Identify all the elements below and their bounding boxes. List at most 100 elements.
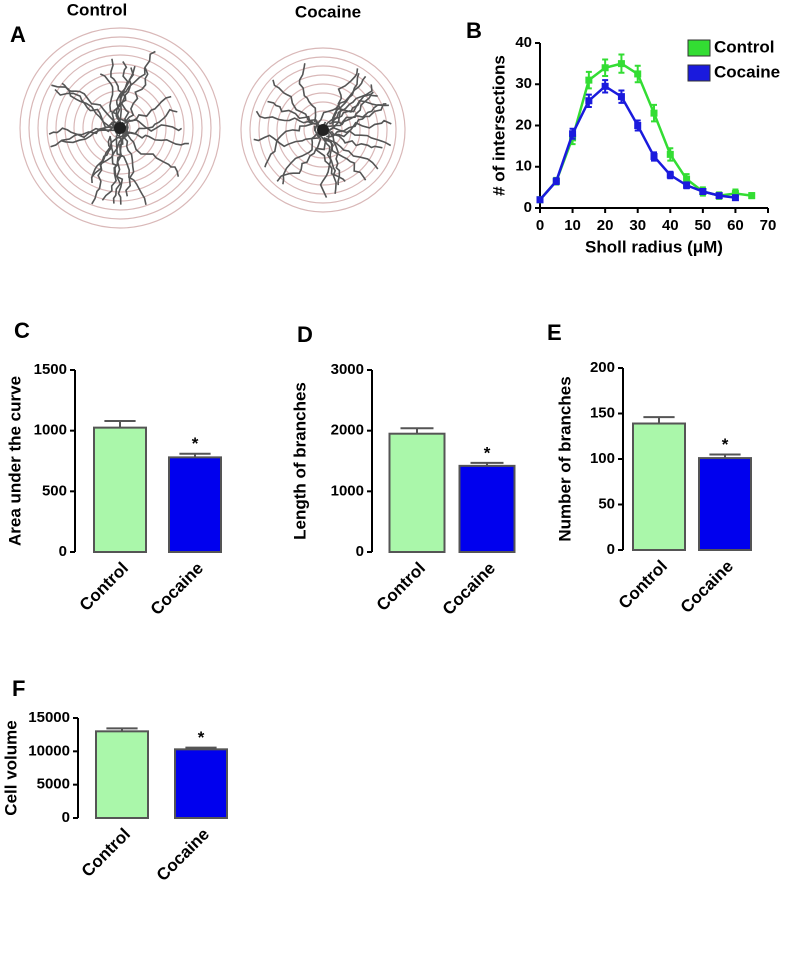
data-point (536, 196, 544, 204)
sholl-ring (267, 74, 379, 186)
cell-process (255, 110, 314, 124)
cell-process (324, 94, 378, 128)
cell-process (253, 133, 323, 148)
data-point (634, 70, 642, 78)
data-point (650, 152, 658, 160)
y-tick-label: 0 (59, 543, 67, 560)
x-tick-label: 10 (564, 217, 581, 234)
x-tick-label: Control (615, 557, 671, 613)
cell-process (50, 121, 118, 148)
data-point (715, 192, 723, 200)
cell-process (313, 125, 346, 182)
sholl-ring (285, 92, 361, 168)
sholl-ring (240, 47, 406, 213)
bar (632, 422, 686, 552)
sholl-ring (19, 27, 221, 229)
cell-process (298, 63, 317, 123)
cell-process (124, 50, 156, 123)
y-tick-label: 1000 (331, 482, 364, 499)
x-axis-label: Sholl radius (μM) (585, 237, 723, 256)
y-tick-label: 20 (515, 116, 532, 133)
sholl-ring (73, 81, 167, 175)
cell-process (319, 133, 334, 198)
x-tick-label: 50 (695, 217, 712, 234)
sholl-ring (37, 45, 203, 211)
data-point (601, 82, 609, 90)
data-point (666, 150, 674, 158)
panel-label: B (466, 18, 482, 43)
bar (174, 748, 228, 819)
y-tick-label: 50 (598, 495, 615, 512)
cell-process (117, 108, 178, 135)
cell-process (61, 82, 117, 124)
y-tick-label: 10000 (28, 742, 70, 759)
bar (388, 432, 446, 554)
cell-process (315, 124, 383, 149)
y-axis-label: Cell volume (1, 720, 20, 815)
cell-soma (317, 124, 329, 136)
y-tick-label: 1000 (34, 422, 67, 439)
x-tick-label: 30 (629, 217, 646, 234)
data-point (617, 60, 625, 68)
x-tick-label: 70 (760, 217, 777, 234)
cell-process (326, 103, 387, 138)
sholl-ring (276, 83, 370, 177)
sholl-ring (55, 63, 185, 193)
cell-process (122, 132, 180, 177)
cell-process (331, 73, 360, 123)
cell-process (264, 122, 319, 168)
sholl-ring (28, 36, 212, 220)
x-tick-label: Control (373, 559, 429, 615)
sholl-ring (312, 119, 334, 141)
y-tick-label: 30 (515, 75, 532, 92)
x-tick-label: 20 (597, 217, 614, 234)
data-point (683, 175, 691, 183)
data-point (585, 76, 593, 84)
sholl-ring (249, 56, 397, 204)
y-axis-label: Length of branches (290, 382, 309, 540)
y-tick-label: 15000 (28, 709, 70, 726)
y-tick-label: 100 (590, 450, 615, 467)
significance-label: * (198, 728, 205, 747)
legend-label: Control (714, 37, 774, 56)
bar (95, 730, 149, 819)
y-tick-label: 500 (42, 482, 67, 499)
bar (168, 456, 222, 553)
cell-process (330, 129, 392, 147)
y-tick-label: 150 (590, 404, 615, 421)
data-point (650, 109, 658, 117)
data-point (699, 188, 707, 195)
panel-label: C (14, 318, 30, 343)
panel-label: A (10, 22, 26, 47)
x-tick-label: Cocaine (147, 559, 207, 619)
bar (698, 457, 752, 551)
data-point (569, 130, 577, 138)
data-point (666, 171, 674, 179)
cell-process (328, 104, 389, 126)
cell-process (107, 135, 124, 205)
data-point (683, 181, 691, 189)
y-axis-label: # of intersections (489, 55, 508, 196)
y-tick-label: 10 (515, 158, 532, 175)
y-tick-label: 200 (590, 359, 615, 376)
significance-label: * (192, 434, 199, 453)
legend-swatch (687, 39, 711, 57)
cell-process (54, 88, 113, 128)
legend-label: Cocaine (714, 62, 780, 81)
cell-process (110, 58, 130, 123)
data-point (601, 64, 609, 72)
cell-process (282, 125, 320, 185)
x-tick-label: 40 (662, 217, 679, 234)
panel-label: E (547, 320, 562, 345)
cell-process (272, 79, 319, 126)
data-point (731, 194, 739, 202)
cell-process (327, 68, 359, 132)
series-line (539, 84, 736, 201)
cell-process (276, 138, 328, 182)
y-axis-label: Number of branches (555, 376, 574, 541)
cell-process (112, 122, 124, 204)
error-bar (643, 416, 675, 424)
x-tick-label: Cocaine (439, 559, 499, 619)
data-point (748, 192, 756, 200)
